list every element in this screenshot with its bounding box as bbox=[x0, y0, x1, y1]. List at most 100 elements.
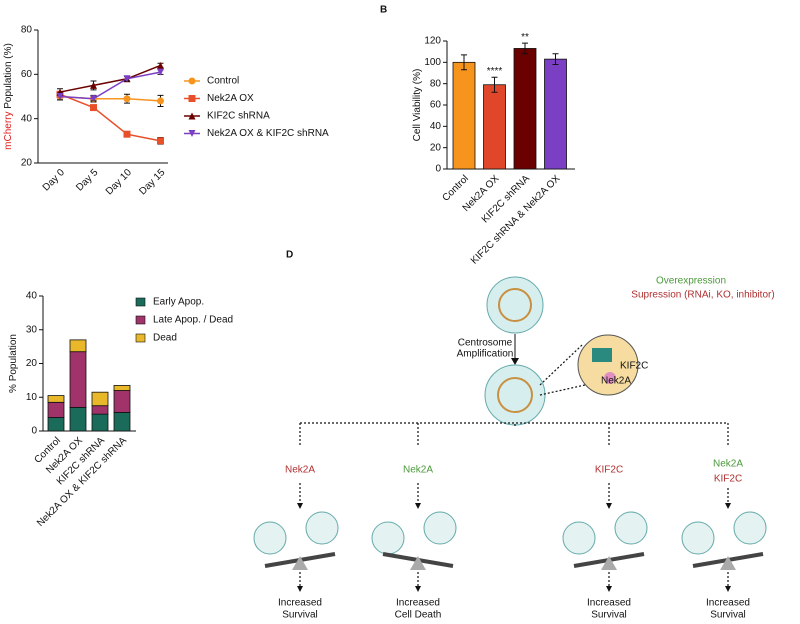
marker bbox=[123, 130, 131, 138]
y-tick-label: 40 bbox=[430, 121, 442, 132]
cell bbox=[614, 511, 648, 545]
step-label: Amplification bbox=[457, 349, 514, 360]
marker bbox=[123, 75, 131, 83]
marker bbox=[157, 97, 164, 105]
y-tick-label: 100 bbox=[424, 57, 441, 68]
legend-label: Dead bbox=[153, 333, 177, 344]
legend-suppression: Supression (RNAi, KO, inhibitor) bbox=[631, 290, 774, 301]
legend-overexpression: Overexpression bbox=[656, 276, 726, 287]
bar-segment bbox=[91, 391, 109, 407]
legend-swatch bbox=[135, 297, 146, 307]
cell bbox=[305, 511, 339, 545]
legend-label: Control bbox=[207, 76, 239, 87]
fulcrum bbox=[601, 556, 617, 570]
branch-label: KIF2C bbox=[595, 465, 623, 476]
significance-label: ** bbox=[521, 32, 529, 43]
marker bbox=[157, 68, 164, 76]
panel-label: D bbox=[286, 250, 293, 261]
y-tick-label: 0 bbox=[31, 426, 37, 437]
y-tick-label: 30 bbox=[26, 324, 38, 335]
arrowhead bbox=[725, 503, 731, 509]
cell bbox=[681, 521, 715, 555]
legend-marker bbox=[188, 77, 196, 85]
bar bbox=[452, 61, 476, 170]
y-axis-label: Cell Viability (%) bbox=[412, 69, 423, 142]
arrowhead bbox=[297, 586, 303, 592]
legend-marker bbox=[188, 95, 196, 102]
y-tick-label: 40 bbox=[26, 291, 38, 302]
fulcrum bbox=[410, 556, 426, 570]
branch-label: KIF2C bbox=[714, 474, 742, 485]
x-tick-label: Day 10 bbox=[104, 167, 134, 197]
y-tick-label: 20 bbox=[430, 142, 442, 153]
y-tick-label: 40 bbox=[21, 113, 33, 124]
branch-label: Nek2A bbox=[403, 465, 433, 476]
legend-label: Late Apop. / Dead bbox=[153, 315, 233, 326]
arrowhead bbox=[511, 358, 519, 365]
nucleus bbox=[497, 377, 533, 413]
line bbox=[59, 93, 161, 142]
x-tick-label: Day 5 bbox=[74, 167, 101, 194]
legend-label: Nek2A OX & KIF2C shRNA bbox=[207, 128, 329, 139]
legend-label: Nek2A OX bbox=[207, 93, 254, 104]
outcome-label: Cell Death bbox=[395, 610, 442, 621]
legend-marker bbox=[188, 112, 196, 120]
step-label: Centrosome bbox=[458, 338, 513, 349]
y-tick-label: 60 bbox=[430, 100, 442, 111]
legend-swatch bbox=[135, 333, 146, 343]
arrowhead bbox=[725, 586, 731, 592]
x-tick-label: Day 0 bbox=[41, 167, 68, 194]
bar-segment bbox=[47, 395, 65, 403]
bar bbox=[544, 58, 567, 170]
marker bbox=[157, 61, 164, 69]
outcome-label: Survival bbox=[282, 610, 318, 621]
outcome-label: Increased bbox=[587, 598, 631, 609]
bar-segment bbox=[69, 339, 87, 353]
y-axis-label-highlight: mCherry bbox=[3, 112, 14, 150]
outcome-label: Survival bbox=[591, 610, 627, 621]
outcome-label: Increased bbox=[706, 598, 750, 609]
bar bbox=[483, 84, 506, 170]
y-tick-label: 20 bbox=[21, 158, 33, 169]
significance-label: **** bbox=[487, 66, 503, 77]
line bbox=[59, 71, 161, 100]
bar-segment bbox=[91, 413, 109, 432]
diagram: Overexpression Supression (RNAi, KO, inh… bbox=[253, 276, 775, 621]
cell bbox=[486, 276, 544, 334]
y-tick-label: 0 bbox=[435, 164, 441, 175]
legend-swatch bbox=[135, 315, 146, 325]
y-tick-label: 80 bbox=[430, 78, 442, 89]
branches: Nek2AIncreasedSurvivalNek2AIncreasedCell… bbox=[253, 459, 767, 621]
branch-label: Nek2A bbox=[713, 459, 743, 470]
error-bar bbox=[552, 53, 559, 65]
y-axis-label-text: Cell Viability (%) bbox=[412, 69, 423, 142]
y-tick-label: 20 bbox=[26, 358, 38, 369]
branch-label: Nek2A bbox=[285, 465, 315, 476]
y-axis-label: % Population bbox=[8, 334, 19, 393]
bar bbox=[513, 48, 537, 170]
cell bbox=[253, 521, 287, 555]
panel-label: B bbox=[380, 5, 387, 16]
kinetochore bbox=[592, 348, 612, 362]
fulcrum bbox=[292, 556, 308, 570]
arrowhead bbox=[606, 503, 612, 509]
bar-segment bbox=[47, 401, 65, 418]
zoom-label: KIF2C bbox=[620, 361, 648, 372]
error-bar bbox=[522, 42, 528, 55]
marker bbox=[56, 93, 64, 100]
marker bbox=[157, 137, 164, 145]
arrowhead bbox=[415, 586, 421, 592]
y-tick-label: 120 bbox=[424, 36, 441, 47]
outcome-label: Increased bbox=[278, 598, 322, 609]
nucleus bbox=[498, 288, 532, 322]
error-bar bbox=[461, 54, 467, 71]
protein bbox=[604, 372, 616, 384]
marker bbox=[90, 104, 97, 112]
arrowhead bbox=[606, 586, 612, 592]
y-axis-label-text: % Population bbox=[8, 334, 19, 393]
error-bar bbox=[491, 76, 498, 93]
line bbox=[59, 64, 161, 93]
legend-label: Early Apop. bbox=[153, 297, 204, 308]
y-tick-label: 60 bbox=[21, 69, 33, 80]
